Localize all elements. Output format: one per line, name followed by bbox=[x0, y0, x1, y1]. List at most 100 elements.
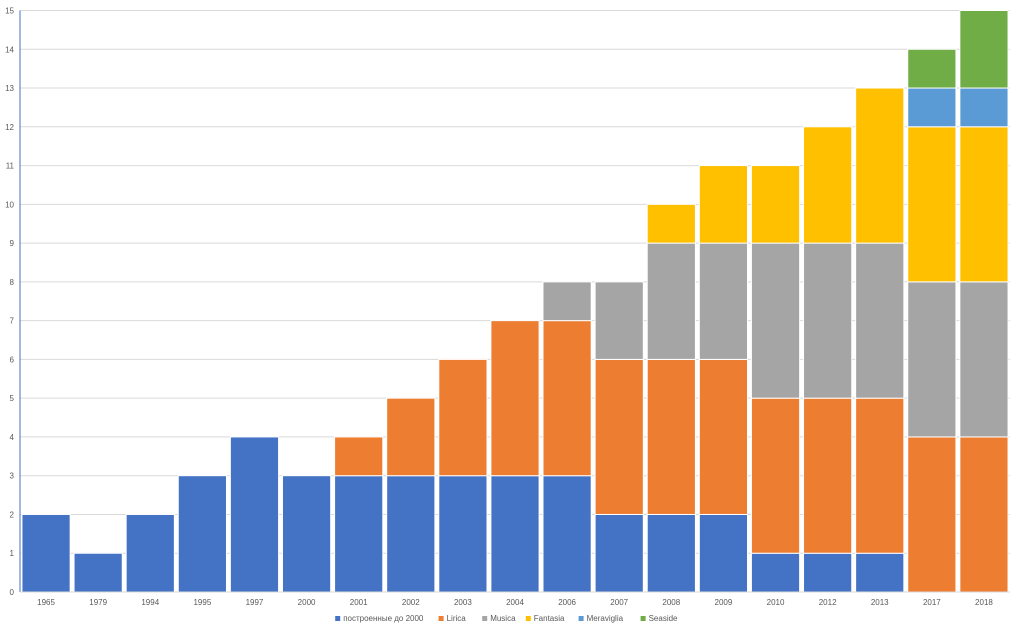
x-tick-label: 2007 bbox=[610, 598, 628, 607]
bar-segment bbox=[959, 281, 1009, 438]
bar-segment bbox=[855, 552, 905, 593]
y-tick-label: 1 bbox=[10, 549, 15, 558]
bar-segment bbox=[959, 126, 1009, 283]
bar-segment bbox=[803, 242, 853, 399]
y-tick-label: 9 bbox=[10, 239, 15, 248]
y-tick-label: 8 bbox=[10, 278, 15, 287]
y-tick-label: 14 bbox=[5, 45, 14, 54]
bar-segment bbox=[803, 397, 853, 554]
x-tick-label: 2004 bbox=[506, 598, 524, 607]
bar-segment bbox=[542, 475, 592, 593]
bar-segment bbox=[750, 242, 801, 399]
y-tick-label: 2 bbox=[10, 510, 15, 519]
bar-segment bbox=[594, 281, 644, 360]
y-tick-label: 4 bbox=[10, 433, 15, 442]
bar-segment bbox=[855, 397, 905, 554]
bar-segment bbox=[646, 513, 696, 593]
bar-segment bbox=[646, 203, 696, 244]
bars bbox=[21, 10, 1009, 593]
y-tick-label: 13 bbox=[5, 84, 14, 93]
bar-segment bbox=[542, 281, 592, 322]
bar-segment bbox=[698, 165, 749, 244]
bar-segment bbox=[907, 87, 957, 128]
bar-segment bbox=[855, 242, 905, 399]
x-tick-label: 1994 bbox=[141, 598, 159, 607]
y-tick-label: 3 bbox=[10, 472, 15, 481]
bar-segment bbox=[750, 397, 801, 554]
x-tick-label: 2009 bbox=[715, 598, 733, 607]
x-tick-label: 1995 bbox=[193, 598, 211, 607]
bar-segment bbox=[281, 475, 332, 593]
y-tick-label: 15 bbox=[5, 7, 14, 16]
bar-segment bbox=[907, 48, 957, 89]
bar-segment bbox=[907, 281, 957, 438]
bar-segment bbox=[386, 475, 436, 593]
legend-label: Meraviglia bbox=[587, 614, 624, 623]
bar-segment bbox=[803, 552, 853, 593]
legend-swatch bbox=[578, 616, 584, 621]
bar-segment bbox=[907, 436, 957, 593]
bar-segment bbox=[750, 165, 801, 244]
bar-segment bbox=[959, 436, 1009, 593]
legend-swatch bbox=[640, 616, 646, 621]
bar-segment bbox=[386, 397, 436, 477]
x-tick-label: 2001 bbox=[350, 598, 368, 607]
bar-segment bbox=[490, 475, 540, 593]
x-tick-label: 1965 bbox=[37, 598, 55, 607]
legend-swatch bbox=[438, 616, 444, 621]
y-tick-label: 6 bbox=[10, 355, 15, 364]
bar-segment bbox=[334, 436, 384, 477]
y-tick-label: 11 bbox=[6, 162, 15, 171]
bar-segment bbox=[855, 87, 905, 244]
x-tick-label: 2003 bbox=[454, 598, 472, 607]
x-tick-label: 2018 bbox=[975, 598, 993, 607]
x-axis-ticks: 1965 1979 1994 1995 1997 2000 2001 2002 2003 2004… bbox=[37, 598, 993, 607]
bar-segment bbox=[698, 513, 749, 593]
bar-segment bbox=[334, 475, 384, 593]
bar-segment bbox=[803, 126, 853, 244]
bar-segment bbox=[229, 436, 280, 593]
legend-label: Fantasia bbox=[534, 614, 565, 623]
bar-segment bbox=[438, 358, 488, 477]
bar-segment bbox=[959, 10, 1009, 89]
x-tick-label: 1979 bbox=[89, 598, 107, 607]
legend-swatch bbox=[482, 616, 488, 621]
x-tick-label: 2002 bbox=[402, 598, 420, 607]
bar-segment bbox=[73, 552, 123, 593]
y-tick-label: 0 bbox=[10, 588, 15, 597]
legend: построенные до 2000 Lirica Musica Fantasia M… bbox=[335, 614, 678, 623]
bar-segment bbox=[594, 358, 644, 515]
bar-segment bbox=[698, 242, 749, 360]
legend-label: Musica bbox=[490, 614, 516, 623]
bar-segment bbox=[490, 320, 540, 477]
bar-segment bbox=[750, 552, 801, 593]
legend-label: Lirica bbox=[447, 614, 467, 623]
bar-segment bbox=[646, 242, 696, 360]
bar-segment bbox=[125, 513, 175, 593]
legend-label: Seaside bbox=[649, 614, 678, 623]
x-tick-label: 2010 bbox=[767, 598, 785, 607]
bar-segment bbox=[959, 87, 1009, 128]
bar-segment bbox=[646, 358, 696, 515]
bar-segment bbox=[907, 126, 957, 283]
bar-segment bbox=[177, 475, 227, 593]
y-tick-label: 7 bbox=[10, 317, 15, 326]
legend-label: построенные до 2000 bbox=[343, 614, 424, 623]
bar-segment bbox=[594, 513, 644, 593]
x-tick-label: 2012 bbox=[819, 598, 837, 607]
y-tick-label: 10 bbox=[5, 200, 14, 209]
x-tick-label: 1997 bbox=[246, 598, 264, 607]
bar-segment bbox=[21, 513, 71, 593]
x-tick-label: 2013 bbox=[871, 598, 889, 607]
bar-segment bbox=[438, 475, 488, 593]
legend-swatch bbox=[335, 616, 341, 621]
x-tick-label: 2017 bbox=[923, 598, 941, 607]
y-tick-label: 5 bbox=[10, 394, 15, 403]
bar-segment bbox=[542, 320, 592, 477]
x-tick-label: 2000 bbox=[298, 598, 316, 607]
bar-segment bbox=[698, 358, 749, 515]
legend-swatch bbox=[525, 616, 531, 621]
x-tick-label: 2006 bbox=[558, 598, 576, 607]
